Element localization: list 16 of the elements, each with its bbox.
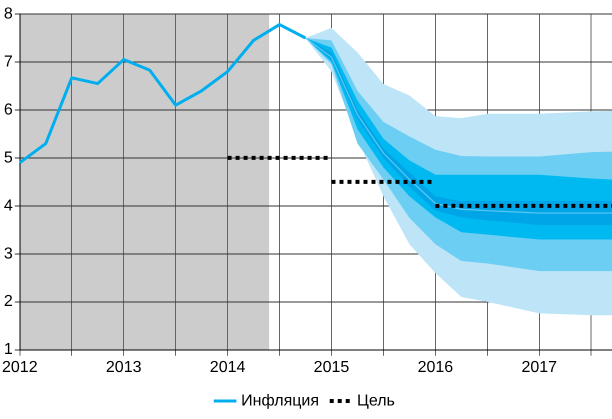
- x-tick-label: 2013: [106, 358, 142, 376]
- y-tick-label: 7: [4, 53, 13, 70]
- y-tick-label: 1: [4, 341, 13, 358]
- x-tick-label: 2016: [418, 358, 454, 376]
- legend-label: Цель: [357, 392, 395, 410]
- x-tick-label: 2015: [314, 358, 350, 376]
- y-tick-label: 3: [4, 245, 13, 262]
- y-tick-label: 6: [4, 101, 13, 118]
- y-tick-label: 4: [4, 197, 13, 214]
- y-tick-label: 8: [4, 5, 13, 22]
- y-tick-label: 5: [4, 149, 13, 166]
- y-tick-label: 2: [4, 293, 13, 310]
- x-tick-label: 2017: [521, 358, 558, 376]
- legend-label: Инфляция: [241, 392, 320, 410]
- x-tick-label: 2012: [2, 358, 38, 376]
- x-tick-label: 2014: [210, 358, 246, 376]
